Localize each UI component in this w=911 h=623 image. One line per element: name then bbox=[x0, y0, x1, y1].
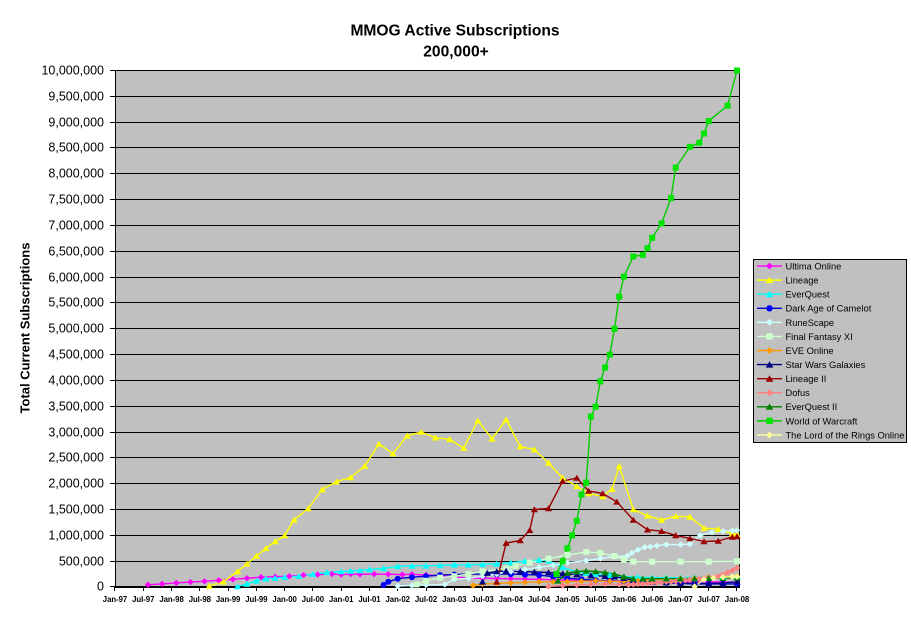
svg-text:Jul-97: Jul-97 bbox=[132, 595, 154, 604]
svg-text:Jul-07: Jul-07 bbox=[698, 595, 720, 604]
svg-text:Star Wars Galaxies: Star Wars Galaxies bbox=[786, 360, 866, 370]
svg-text:Jan-06: Jan-06 bbox=[612, 595, 637, 604]
svg-text:1,000,000: 1,000,000 bbox=[48, 529, 104, 543]
svg-text:Jul-06: Jul-06 bbox=[641, 595, 664, 604]
svg-text:8,000,000: 8,000,000 bbox=[48, 167, 104, 181]
svg-text:0: 0 bbox=[97, 580, 104, 594]
svg-text:Jul-98: Jul-98 bbox=[189, 595, 212, 604]
svg-text:MMOG Active Subscriptions: MMOG Active Subscriptions bbox=[350, 23, 559, 40]
svg-text:Total Current Subscriptions: Total Current Subscriptions bbox=[18, 243, 33, 414]
svg-text:EverQuest: EverQuest bbox=[786, 290, 830, 300]
svg-text:Jul-02: Jul-02 bbox=[415, 595, 438, 604]
svg-text:4,000,000: 4,000,000 bbox=[48, 374, 104, 388]
svg-text:Dark Age of Camelot: Dark Age of Camelot bbox=[786, 304, 872, 314]
svg-text:The Lord of the Rings Online: The Lord of the Rings Online bbox=[786, 430, 905, 440]
svg-text:Jul-03: Jul-03 bbox=[471, 595, 494, 604]
svg-text:Jan-01: Jan-01 bbox=[329, 595, 354, 604]
svg-text:Lineage: Lineage bbox=[786, 276, 819, 286]
svg-text:Jul-01: Jul-01 bbox=[358, 595, 381, 604]
svg-text:7,500,000: 7,500,000 bbox=[48, 193, 104, 207]
svg-text:3,500,000: 3,500,000 bbox=[48, 400, 104, 414]
svg-text:9,500,000: 9,500,000 bbox=[48, 90, 104, 104]
svg-text:Final Fantasy XI: Final Fantasy XI bbox=[786, 332, 853, 342]
svg-text:World of Warcraft: World of Warcraft bbox=[786, 416, 858, 426]
svg-text:Jan-00: Jan-00 bbox=[272, 595, 297, 604]
svg-text:Jan-04: Jan-04 bbox=[499, 595, 524, 604]
svg-text:2,000,000: 2,000,000 bbox=[48, 477, 104, 491]
svg-text:Ultima Online: Ultima Online bbox=[786, 261, 842, 271]
svg-text:5,000,000: 5,000,000 bbox=[48, 322, 104, 336]
svg-text:9,000,000: 9,000,000 bbox=[48, 116, 104, 130]
svg-text:1,500,000: 1,500,000 bbox=[48, 503, 104, 517]
svg-text:Jul-00: Jul-00 bbox=[302, 595, 325, 604]
svg-text:500,000: 500,000 bbox=[59, 555, 104, 569]
svg-text:RuneScape: RuneScape bbox=[786, 318, 835, 328]
svg-text:Jan-99: Jan-99 bbox=[216, 595, 241, 604]
svg-text:10,000,000: 10,000,000 bbox=[41, 64, 104, 78]
svg-text:8,500,000: 8,500,000 bbox=[48, 141, 104, 155]
svg-text:6,000,000: 6,000,000 bbox=[48, 271, 104, 285]
svg-text:4,500,000: 4,500,000 bbox=[48, 348, 104, 362]
svg-text:3,000,000: 3,000,000 bbox=[48, 426, 104, 440]
svg-text:7,000,000: 7,000,000 bbox=[48, 219, 104, 233]
svg-text:Jul-04: Jul-04 bbox=[528, 595, 551, 604]
svg-text:2,500,000: 2,500,000 bbox=[48, 451, 104, 465]
svg-text:Jan-02: Jan-02 bbox=[386, 595, 411, 604]
svg-text:6,500,000: 6,500,000 bbox=[48, 245, 104, 259]
svg-text:Jan-97: Jan-97 bbox=[103, 595, 127, 604]
svg-text:Jan-08: Jan-08 bbox=[725, 595, 750, 604]
svg-text:EverQuest II: EverQuest II bbox=[786, 402, 838, 412]
svg-text:5,500,000: 5,500,000 bbox=[48, 296, 104, 310]
svg-text:Jan-03: Jan-03 bbox=[442, 595, 467, 604]
svg-text:Jul-05: Jul-05 bbox=[585, 595, 608, 604]
svg-text:Jan-98: Jan-98 bbox=[159, 595, 184, 604]
svg-text:Jan-05: Jan-05 bbox=[555, 595, 580, 604]
svg-text:Lineage II: Lineage II bbox=[786, 374, 827, 384]
svg-text:200,000+: 200,000+ bbox=[423, 44, 488, 61]
svg-text:Dofus: Dofus bbox=[786, 388, 811, 398]
svg-text:EVE Online: EVE Online bbox=[786, 346, 834, 356]
svg-text:Jan-07: Jan-07 bbox=[668, 595, 692, 604]
svg-text:Jul-99: Jul-99 bbox=[245, 595, 268, 604]
